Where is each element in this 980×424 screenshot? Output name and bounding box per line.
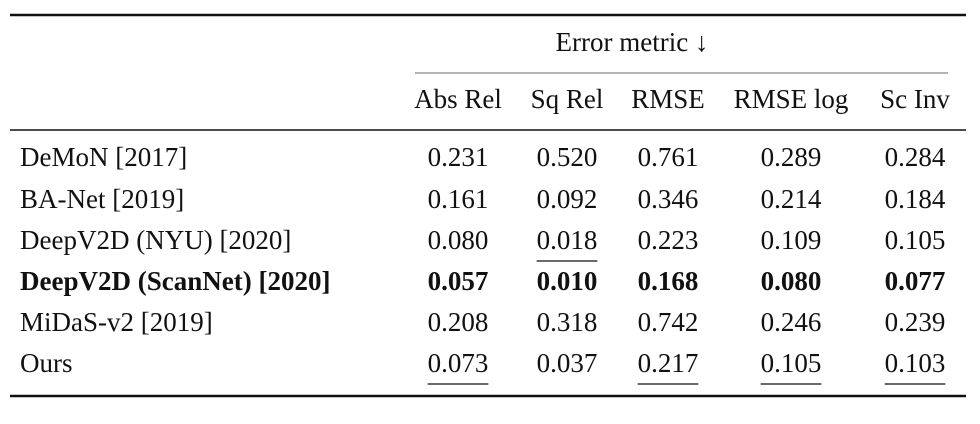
metric-value: 0.208	[428, 307, 489, 337]
metric-value: 0.092	[537, 184, 598, 214]
metric-value: 0.168	[638, 266, 699, 296]
method-name: DeepV2D (ScanNet) [2020]	[20, 266, 330, 296]
metric-value: 0.105	[761, 348, 822, 378]
method-name: BA-Net [2019]	[20, 184, 184, 214]
metric-value: 0.761	[638, 142, 699, 172]
metric-value: 0.223	[638, 225, 699, 255]
metric-value: 0.037	[537, 348, 598, 378]
metric-value: 0.057	[428, 266, 489, 296]
group-header: Error metric ↓	[556, 27, 709, 57]
metric-value: 0.105	[885, 225, 946, 255]
metric-value: 0.161	[428, 184, 489, 214]
metric-value: 0.520	[537, 142, 598, 172]
metric-value: 0.080	[761, 266, 822, 296]
metric-value: 0.239	[885, 307, 946, 337]
metric-value: 0.346	[638, 184, 699, 214]
method-name: DeepV2D (NYU) [2020]	[20, 225, 291, 255]
metric-value: 0.246	[761, 307, 822, 337]
metric-value: 0.080	[428, 225, 489, 255]
method-name: Ours	[20, 348, 73, 378]
column-header: Sc Inv	[880, 84, 950, 114]
metric-value: 0.010	[537, 266, 598, 296]
method-name: DeMoN [2017]	[20, 142, 187, 172]
column-header: RMSE	[631, 84, 705, 114]
column-header: RMSE log	[734, 84, 849, 114]
metric-value: 0.073	[428, 348, 489, 378]
metric-value: 0.184	[885, 184, 946, 214]
metric-value: 0.289	[761, 142, 822, 172]
method-name: MiDaS-v2 [2019]	[20, 307, 213, 337]
metric-value: 0.018	[537, 225, 598, 255]
column-header: Sq Rel	[531, 84, 604, 114]
column-header: Abs Rel	[414, 84, 502, 114]
metric-value: 0.103	[885, 348, 946, 378]
metric-value: 0.742	[638, 307, 699, 337]
metric-value: 0.214	[761, 184, 822, 214]
metric-value: 0.077	[885, 266, 946, 296]
metric-value: 0.318	[537, 307, 598, 337]
metric-value: 0.109	[761, 225, 822, 255]
metric-value: 0.231	[428, 142, 489, 172]
metric-value: 0.284	[885, 142, 946, 172]
metric-value: 0.217	[638, 348, 699, 378]
